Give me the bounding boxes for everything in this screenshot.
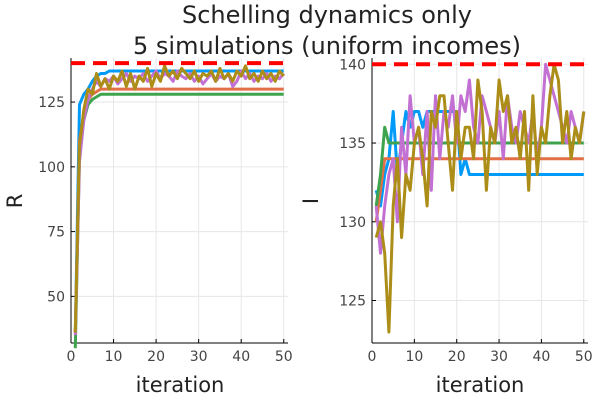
x-tick-label: 50 [275,349,293,365]
x-tick-label: 10 [405,349,423,365]
x-tick-label: 0 [67,349,76,365]
x-tick-label: 30 [490,349,508,365]
y-tick-label: 140 [339,57,366,73]
x-tick-label: 50 [575,349,593,365]
y-tick-label: 125 [339,293,366,309]
x-tick-label: 20 [448,349,466,365]
series-line-1 [374,110,584,208]
x-tick-label: 0 [368,349,377,365]
y-tick-label: 75 [47,225,65,241]
series-line-3 [73,92,284,349]
x-axis-label: iteration [436,373,525,397]
series-line-4 [73,69,285,336]
y-axis-label: I [299,198,323,204]
y-tick-label: 125 [38,95,65,111]
series-line-2 [374,157,584,223]
x-tick-label: 40 [532,349,550,365]
chart-title-line1: Schelling dynamics only [182,1,472,29]
x-tick-label: 40 [232,349,250,365]
y-tick-label: 50 [47,289,65,305]
x-tick-label: 30 [190,349,208,365]
x-axis-label: iteration [136,373,225,397]
series-line-5 [374,62,586,334]
x-tick-label: 10 [105,349,123,365]
chart-panel-I: 0 10 20 30 40 50 125 130 135 140 iteration I [299,57,593,397]
y-tick-label: 100 [38,160,65,176]
y-axis-label: R [3,194,27,209]
x-tick-label: 20 [147,349,165,365]
y-tick-label: 130 [339,215,366,231]
series-line-1 [73,69,284,333]
series-line-4 [374,62,586,255]
y-tick-label: 135 [339,136,366,152]
chart-title-line2: 5 simulations (uniform incomes) [133,32,521,60]
series-line-3 [374,125,584,207]
series-line-5 [73,64,285,333]
chart-panel-R: 0 10 20 30 40 50 50 75 100 125 iteration R [3,58,293,397]
